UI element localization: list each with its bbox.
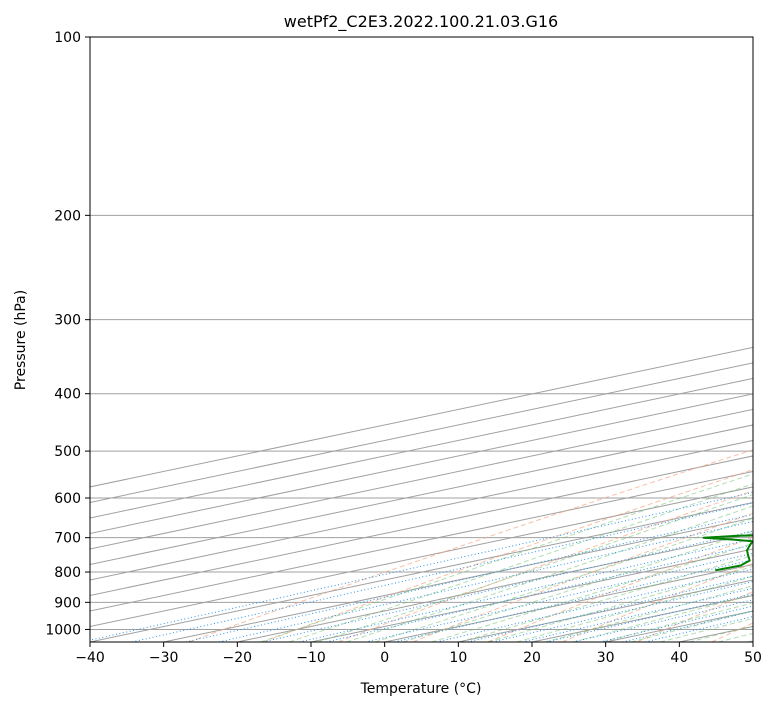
dry-adiabat: [487, 536, 753, 642]
dry-adiabat: [412, 512, 753, 642]
y-tick-label: 400: [54, 387, 81, 403]
moist-adiabat: [431, 542, 753, 642]
mixing-ratio-line: [131, 502, 753, 642]
x-tick-label: 10: [449, 650, 467, 666]
x-axis-label: Temperature (°C): [360, 681, 482, 697]
y-tick-label: 300: [54, 313, 81, 329]
y-tick-label: 600: [54, 491, 81, 507]
moist-adiabat: [602, 602, 753, 642]
x-tick-label: 40: [670, 650, 688, 666]
x-tick-label: 50: [744, 650, 762, 666]
mixing-ratio-line: [262, 530, 753, 642]
moist-adiabat: [260, 473, 753, 642]
dry-adiabat: [636, 591, 753, 642]
moist-adiabat: [487, 565, 753, 642]
mixing-ratio-line: [90, 491, 753, 641]
moist-adiabat: [317, 494, 753, 642]
x-tick-label: 0: [380, 650, 389, 666]
x-tick-label: 20: [523, 650, 541, 666]
isotherm--90: [90, 424, 753, 565]
chart-title: wetPf2_C2E3.2022.100.21.03.G16: [284, 12, 558, 32]
isotherm-40: [679, 625, 753, 642]
y-axis-label: Pressure (hPa): [13, 290, 29, 390]
isotherm--110: [90, 393, 753, 534]
x-tick-label: −10: [296, 650, 326, 666]
moist-adiabat: [688, 625, 753, 642]
isotherm--80: [90, 439, 753, 581]
y-tick-label: 800: [54, 565, 81, 581]
mixing-ratio-line: [325, 544, 753, 642]
plot-frame: [89, 36, 754, 643]
mixing-ratio-line: [645, 615, 753, 642]
mixing-ratio-line: [185, 513, 753, 642]
isotherm-20: [531, 594, 753, 642]
y-tick-label: 900: [54, 595, 81, 611]
x-tick-label: −20: [223, 650, 253, 666]
moist-adiabat: [346, 505, 753, 642]
isotherm--140: [90, 346, 753, 488]
isotherm--100: [90, 408, 753, 550]
mixing-ratio-line: [572, 599, 753, 642]
y-tick-label: 500: [54, 444, 81, 460]
moist-adiabat: [516, 575, 753, 642]
isotherm--30: [163, 517, 753, 642]
x-tick-label: −40: [75, 650, 105, 666]
isotherm--50: [90, 486, 753, 627]
moist-adiabat: [288, 483, 753, 642]
isotherm--70: [90, 455, 753, 596]
isotherm--60: [90, 470, 753, 612]
y-tick-label: 200: [54, 208, 81, 224]
x-tick-label: −30: [149, 650, 179, 666]
isotherm--40: [90, 501, 753, 642]
mixing-ratio-line: [365, 552, 753, 642]
isotherm-30: [605, 610, 753, 642]
mixing-ratio-line: [492, 581, 753, 642]
moist-adiabat: [747, 640, 753, 642]
moist-adiabat: [573, 593, 753, 642]
dry-adiabat: [188, 449, 753, 642]
isotherm-50: [752, 641, 753, 642]
moist-adiabat: [718, 632, 753, 642]
isotherm--20: [237, 532, 753, 642]
dewpoint-line: [702, 534, 753, 572]
isotherm-10: [458, 579, 753, 642]
isotherm--120: [90, 377, 753, 519]
y-tick-label: 100: [54, 30, 81, 46]
x-tick-label: 30: [597, 650, 615, 666]
y-tick-label: 1000: [45, 622, 81, 638]
mixing-ratio-line: [394, 559, 753, 642]
data-lines: [702, 534, 753, 572]
axis-ticks: −40 −30 −20 −10 0 10 20 30 40 50 100 200 300 400 500 60…: [45, 30, 762, 666]
y-tick-label: 700: [54, 531, 81, 547]
moist-adiabat: [374, 517, 753, 642]
background-lines: [90, 37, 753, 642]
dry-adiabat: [263, 469, 753, 642]
dry-adiabat: [562, 562, 753, 642]
isotherm--10: [310, 548, 753, 642]
isotherm--130: [90, 362, 753, 503]
